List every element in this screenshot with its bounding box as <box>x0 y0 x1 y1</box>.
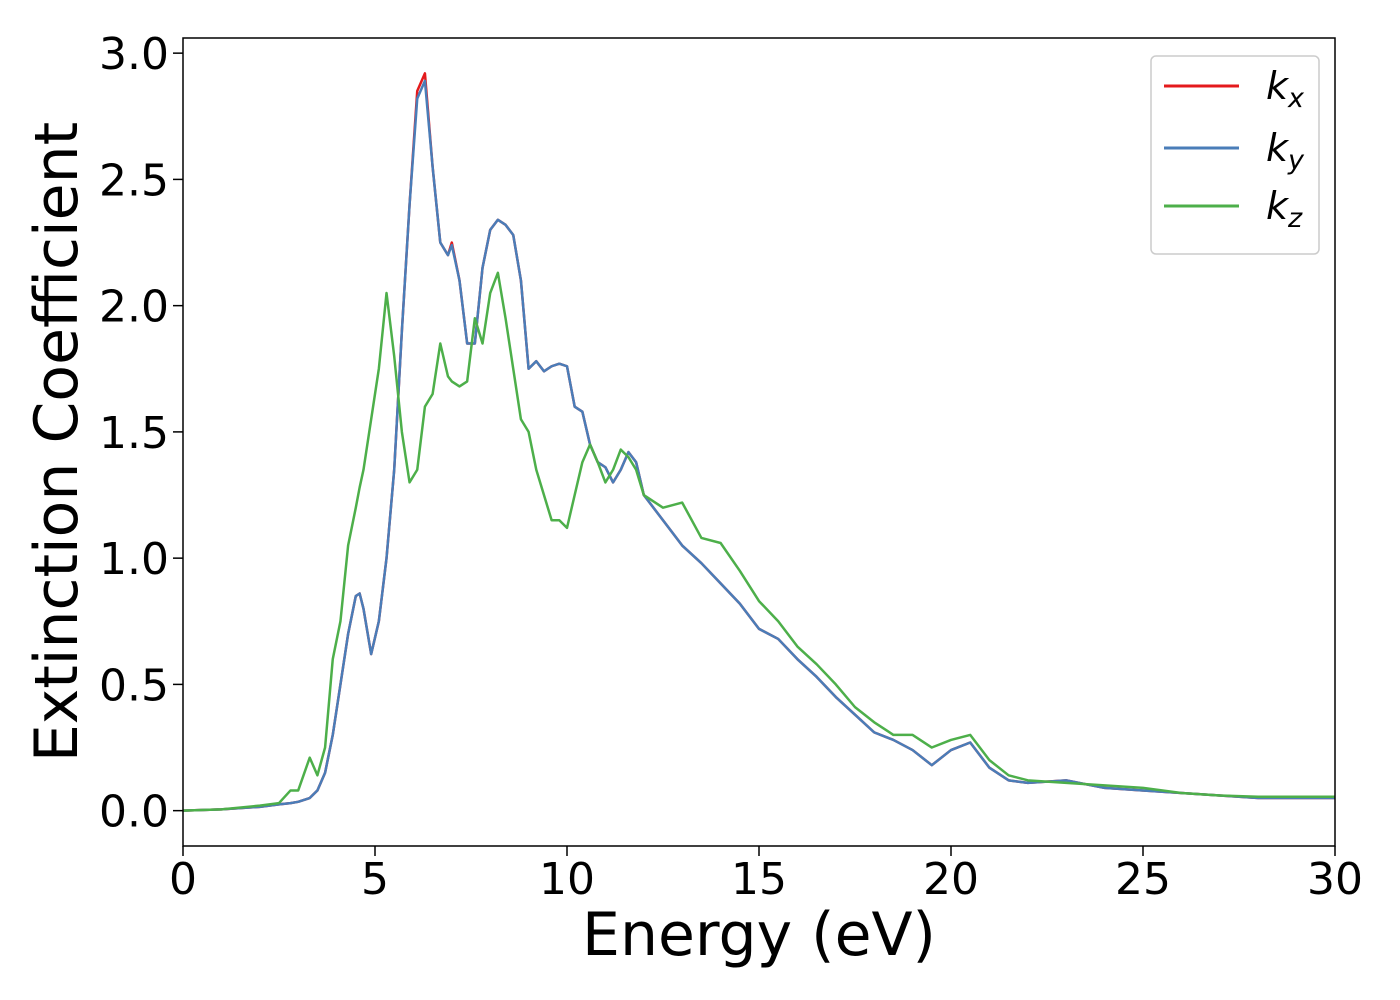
x-axis-label: Energy (eV) <box>582 900 936 970</box>
y-tick-label: 1.5 <box>99 408 169 459</box>
series-line <box>183 271 1335 812</box>
x-tick-label: 0 <box>169 854 197 905</box>
legend-label: ky <box>1266 126 1305 176</box>
legend-label: kz <box>1266 184 1303 234</box>
x-tick-label: 30 <box>1307 854 1363 905</box>
x-tick-label: 5 <box>361 854 389 905</box>
legend-label-base: k <box>1266 64 1290 108</box>
y-tick-label: 2.0 <box>99 282 169 333</box>
x-tick-label: 15 <box>731 854 787 905</box>
legend-label-sub: z <box>1287 203 1303 234</box>
plot-frame <box>182 37 1336 847</box>
series-line <box>183 79 1335 812</box>
y-tick-label: 2.5 <box>99 155 169 206</box>
legend-label: kx <box>1266 64 1305 114</box>
x-tick-label: 20 <box>923 854 979 905</box>
y-tick-label: 1.0 <box>99 534 169 585</box>
y-axis-label: Extinction Coefficient <box>22 122 92 762</box>
legend-label-sub: y <box>1287 145 1305 176</box>
y-tick-label: 0.5 <box>99 660 169 711</box>
x-tick-label: 10 <box>539 854 595 905</box>
legend-label-sub: x <box>1287 83 1305 114</box>
legend-label-base: k <box>1266 184 1290 228</box>
x-tick-label: 25 <box>1115 854 1171 905</box>
legend-label-base: k <box>1266 126 1290 170</box>
y-tick-label: 3.0 <box>99 29 169 80</box>
y-tick-label: 0.0 <box>99 787 169 838</box>
